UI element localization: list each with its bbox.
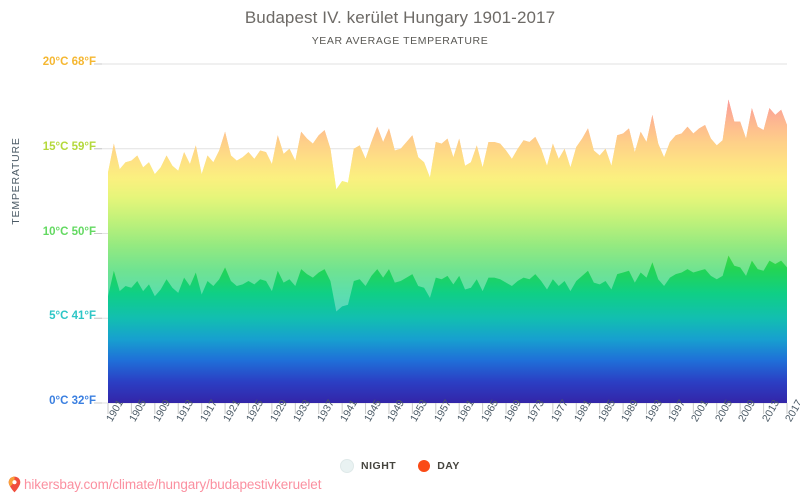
y-tick-label: 5°C 41°F — [49, 310, 96, 323]
y-tick-label: 20°C 68°F — [42, 56, 96, 68]
legend-label-day: DAY — [437, 460, 460, 472]
chart-legend: NIGHT DAY — [0, 459, 800, 473]
night-area-series — [108, 99, 787, 312]
footer-attribution[interactable]: hikersbay.com/climate/hungary/budapestiv… — [8, 476, 321, 493]
chart-subtitle: YEAR AVERAGE TEMPERATURE — [311, 35, 489, 47]
y-tick-label: 0°C 32°F — [49, 395, 96, 407]
map-pin-icon — [8, 476, 21, 493]
legend-swatch-day-icon — [418, 460, 431, 472]
legend-swatch-night-icon — [340, 459, 355, 473]
footer-url-text[interactable]: hikersbay.com/climate/hungary/budapestiv… — [24, 477, 322, 492]
page-title: Budapest IV. kerület Hungary 1901-2017 — [244, 8, 556, 27]
legend-label-night: NIGHT — [361, 460, 397, 472]
y-tick-label: 10°C 50°F — [42, 225, 96, 238]
y-tick-label: 15°C 59°F — [42, 140, 96, 153]
legend-item-day[interactable]: DAY — [418, 460, 460, 472]
legend-item-night[interactable]: NIGHT — [340, 459, 396, 473]
